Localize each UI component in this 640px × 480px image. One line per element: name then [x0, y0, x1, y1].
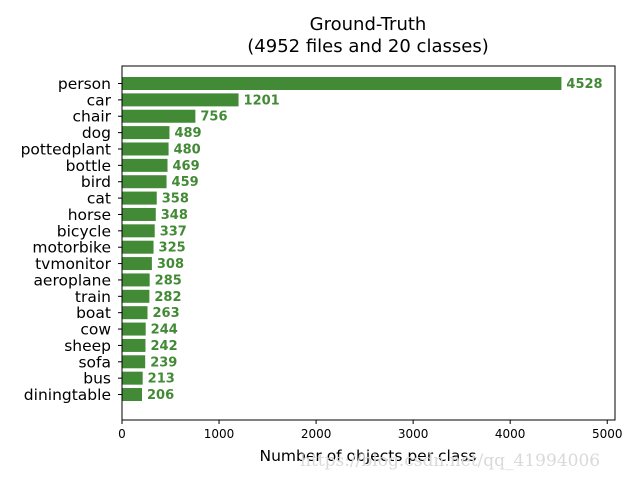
data-label-pottedplant: 480	[174, 142, 201, 157]
data-label-car: 1201	[244, 93, 280, 108]
category-label-car: car	[87, 91, 112, 109]
category-label-sheep: sheep	[64, 337, 111, 355]
category-label-train: train	[75, 288, 111, 306]
category-label-bicycle: bicycle	[57, 222, 111, 240]
data-label-bicycle: 337	[160, 224, 187, 239]
category-label-bird: bird	[81, 173, 111, 191]
category-label-cat: cat	[87, 190, 111, 208]
data-label-train: 282	[154, 290, 181, 305]
data-label-horse: 348	[161, 208, 188, 223]
chart-title: Ground-Truth	[310, 14, 427, 35]
bar-bottle	[122, 158, 168, 172]
category-label-aeroplane: aeroplane	[33, 271, 111, 289]
category-label-cow: cow	[80, 321, 111, 339]
category-label-boat: boat	[76, 304, 111, 322]
bar-car	[122, 93, 239, 107]
bars-group	[122, 77, 562, 402]
category-label-sofa: sofa	[78, 353, 111, 371]
category-labels: personcarchairdogpottedplantbottlebirdca…	[21, 75, 122, 404]
bar-sheep	[122, 338, 146, 352]
bar-train	[122, 289, 150, 303]
category-label-dog: dog	[82, 124, 111, 142]
data-label-bird: 459	[172, 175, 199, 190]
bar-bicycle	[122, 224, 155, 238]
bar-horse	[122, 207, 156, 221]
bar-motorbike	[122, 240, 154, 254]
data-label-sofa: 239	[150, 355, 177, 370]
plot-frame	[121, 65, 616, 421]
x-tick-label-3000: 3000	[398, 427, 429, 441]
data-labels: 4528120175648948046945935834833732530828…	[147, 77, 603, 403]
data-label-boat: 263	[153, 306, 180, 321]
data-label-cow: 244	[151, 323, 178, 338]
bar-aeroplane	[122, 273, 150, 287]
data-label-person: 4528	[566, 77, 602, 92]
category-label-bottle: bottle	[66, 157, 111, 175]
bar-tvmonitor	[122, 257, 152, 271]
category-label-chair: chair	[72, 108, 111, 126]
category-label-diningtable: diningtable	[24, 386, 111, 404]
data-label-sheep: 242	[150, 339, 177, 354]
category-label-pottedplant: pottedplant	[21, 140, 111, 158]
category-label-horse: horse	[68, 206, 111, 224]
bar-cow	[122, 322, 146, 336]
data-label-diningtable: 206	[147, 388, 174, 403]
bar-dog	[122, 126, 170, 140]
data-label-tvmonitor: 308	[157, 257, 184, 272]
category-label-bus: bus	[83, 370, 111, 388]
x-tick-label-2000: 2000	[301, 427, 332, 441]
data-label-aeroplane: 285	[155, 273, 182, 288]
bar-bus	[122, 371, 143, 385]
chart-subtitle: (4952 files and 20 classes)	[247, 36, 488, 57]
category-label-motorbike: motorbike	[32, 239, 111, 257]
data-label-chair: 756	[200, 110, 227, 125]
watermark: https://blog.csdn.net/qq_41994006	[300, 451, 600, 471]
data-label-bottle: 469	[173, 159, 200, 174]
category-label-tvmonitor: tvmonitor	[35, 255, 112, 273]
x-axis-label: Number of objects per class	[260, 447, 477, 465]
x-tick-label-0: 0	[118, 427, 126, 441]
x-axis-ticks: 0 1000 2000 3000 4000 5000	[118, 420, 623, 441]
x-tick-label-4000: 4000	[495, 427, 526, 441]
bar-person	[122, 77, 562, 90]
bar-diningtable	[122, 388, 142, 402]
bar-sofa	[122, 355, 146, 369]
bar-cat	[122, 191, 157, 205]
data-label-bus: 213	[148, 372, 175, 387]
x-tick-label-5000: 5000	[592, 427, 623, 441]
bar-bird	[122, 175, 167, 189]
bar-pottedplant	[122, 142, 169, 156]
bar-chair	[122, 109, 196, 123]
data-label-motorbike: 325	[159, 241, 186, 256]
data-label-dog: 489	[174, 126, 201, 141]
category-label-person: person	[58, 75, 111, 93]
bar-boat	[122, 306, 148, 320]
data-label-cat: 358	[162, 192, 189, 207]
x-tick-label-1000: 1000	[204, 427, 235, 441]
